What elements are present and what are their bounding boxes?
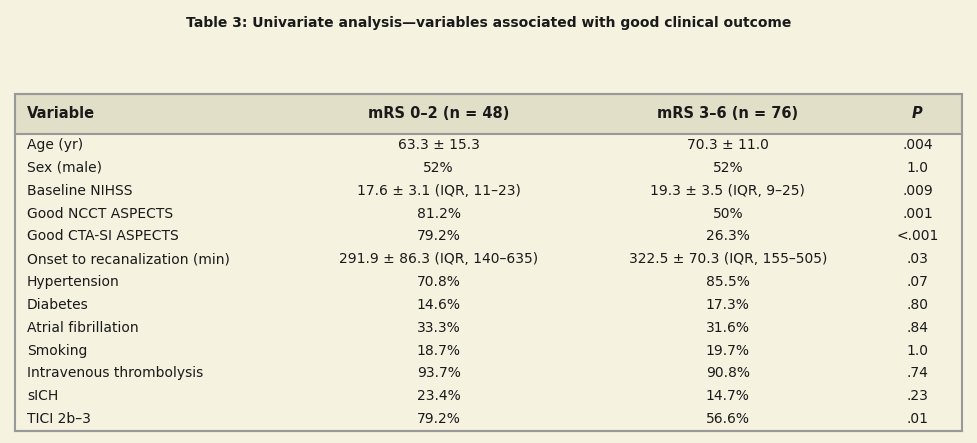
Text: .07: .07: [907, 275, 928, 289]
Text: .23: .23: [907, 389, 928, 403]
Text: Sex (male): Sex (male): [27, 161, 102, 175]
Text: 85.5%: 85.5%: [706, 275, 749, 289]
Text: mRS 3–6 (n = 76): mRS 3–6 (n = 76): [658, 106, 798, 121]
Text: 19.7%: 19.7%: [705, 344, 749, 358]
Text: 1.0: 1.0: [907, 161, 928, 175]
Text: Baseline NIHSS: Baseline NIHSS: [27, 184, 132, 198]
Text: 1.0: 1.0: [907, 344, 928, 358]
Text: 79.2%: 79.2%: [417, 229, 461, 243]
Text: 93.7%: 93.7%: [417, 366, 461, 381]
Text: .80: .80: [907, 298, 928, 312]
Text: sICH: sICH: [27, 389, 58, 403]
Text: Good NCCT ASPECTS: Good NCCT ASPECTS: [27, 206, 173, 221]
Text: .74: .74: [907, 366, 928, 381]
Text: 23.4%: 23.4%: [417, 389, 460, 403]
Text: Intravenous thrombolysis: Intravenous thrombolysis: [27, 366, 203, 381]
Text: 26.3%: 26.3%: [706, 229, 749, 243]
Text: Table 3: Univariate analysis—variables associated with good clinical outcome: Table 3: Univariate analysis—variables a…: [186, 16, 791, 30]
Text: <.001: <.001: [896, 229, 939, 243]
Text: 14.7%: 14.7%: [706, 389, 749, 403]
Text: TICI 2b–3: TICI 2b–3: [27, 412, 91, 426]
Text: 17.3%: 17.3%: [706, 298, 749, 312]
Text: Variable: Variable: [27, 106, 95, 121]
Text: 56.6%: 56.6%: [705, 412, 749, 426]
Text: 50%: 50%: [712, 206, 743, 221]
Text: 17.6 ± 3.1 (IQR, 11–23): 17.6 ± 3.1 (IQR, 11–23): [357, 184, 521, 198]
Text: 90.8%: 90.8%: [705, 366, 749, 381]
Text: 291.9 ± 86.3 (IQR, 140–635): 291.9 ± 86.3 (IQR, 140–635): [339, 252, 538, 266]
Text: 52%: 52%: [712, 161, 743, 175]
Text: Good CTA-SI ASPECTS: Good CTA-SI ASPECTS: [27, 229, 179, 243]
Bar: [15, 94, 962, 431]
Text: mRS 0–2 (n = 48): mRS 0–2 (n = 48): [368, 106, 509, 121]
Bar: [15, 134, 962, 431]
Text: Diabetes: Diabetes: [27, 298, 89, 312]
Bar: [15, 94, 962, 134]
Text: Smoking: Smoking: [27, 344, 87, 358]
Text: 14.6%: 14.6%: [417, 298, 461, 312]
Text: 31.6%: 31.6%: [705, 321, 749, 335]
Text: 18.7%: 18.7%: [417, 344, 461, 358]
Text: .03: .03: [907, 252, 928, 266]
Text: Age (yr): Age (yr): [27, 138, 83, 152]
Text: .001: .001: [902, 206, 933, 221]
Text: 70.3 ± 11.0: 70.3 ± 11.0: [687, 138, 769, 152]
Text: 33.3%: 33.3%: [417, 321, 460, 335]
Text: .009: .009: [902, 184, 933, 198]
Text: 322.5 ± 70.3 (IQR, 155–505): 322.5 ± 70.3 (IQR, 155–505): [628, 252, 827, 266]
Text: 19.3 ± 3.5 (IQR, 9–25): 19.3 ± 3.5 (IQR, 9–25): [651, 184, 805, 198]
Text: 70.8%: 70.8%: [417, 275, 461, 289]
Text: .01: .01: [907, 412, 928, 426]
Text: Hypertension: Hypertension: [27, 275, 119, 289]
Text: 52%: 52%: [423, 161, 454, 175]
Text: 79.2%: 79.2%: [417, 412, 461, 426]
Text: Atrial fibrillation: Atrial fibrillation: [27, 321, 139, 335]
Text: Onset to recanalization (min): Onset to recanalization (min): [27, 252, 230, 266]
Text: .004: .004: [902, 138, 933, 152]
Text: .84: .84: [907, 321, 928, 335]
Text: 63.3 ± 15.3: 63.3 ± 15.3: [398, 138, 480, 152]
Text: 81.2%: 81.2%: [417, 206, 461, 221]
Text: P: P: [913, 106, 923, 121]
